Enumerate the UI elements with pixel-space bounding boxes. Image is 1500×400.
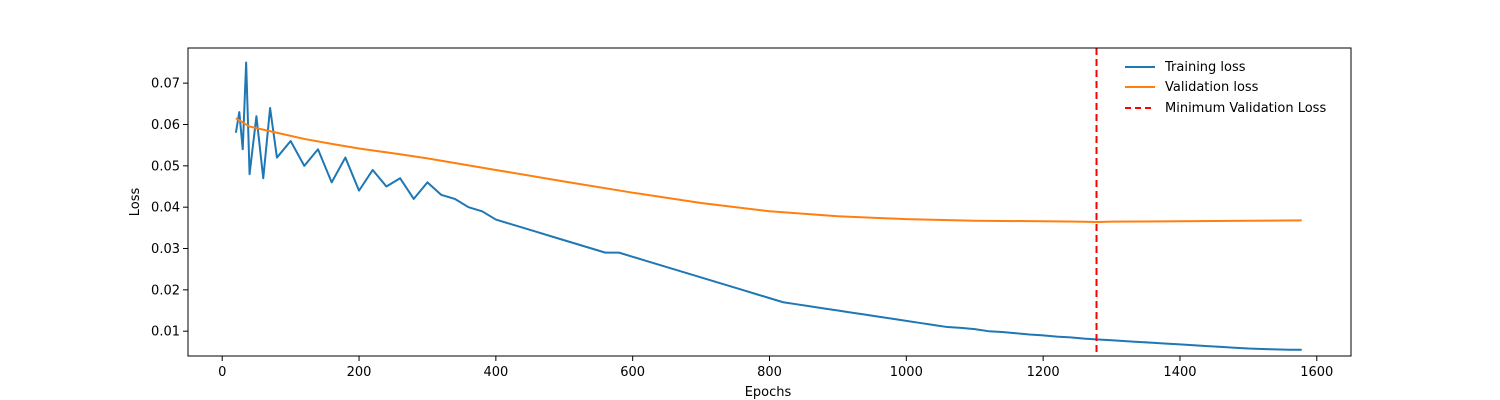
y-tick-label: 0.05 xyxy=(151,159,180,174)
x-tick-label: 400 xyxy=(483,365,508,380)
legend: Training loss Validation loss Minimum Va… xyxy=(1125,60,1326,116)
y-tick-label: 0.03 xyxy=(151,242,180,257)
x-tick-label: 1200 xyxy=(1027,365,1060,380)
x-tick-label: 800 xyxy=(757,365,782,380)
plot-frame xyxy=(187,47,1352,357)
y-axis-ticks: 0.01 0.02 0.03 0.04 0.05 0.06 0.07 xyxy=(151,77,188,340)
validation-loss-line xyxy=(235,117,1302,224)
training-loss-line xyxy=(234,61,1302,351)
x-axis-label: Epochs xyxy=(745,385,792,400)
plot-area xyxy=(234,48,1302,356)
x-tick-label: 1600 xyxy=(1300,365,1333,380)
legend-min-val-label: Minimum Validation Loss xyxy=(1165,101,1326,116)
x-tick-label: 1000 xyxy=(890,365,923,380)
x-tick-label: 200 xyxy=(347,365,372,380)
legend-training-label: Training loss xyxy=(1164,60,1246,75)
y-tick-label: 0.07 xyxy=(151,77,180,92)
legend-validation-label: Validation loss xyxy=(1165,80,1259,95)
y-tick-label: 0.02 xyxy=(151,283,180,298)
x-tick-label: 600 xyxy=(620,365,645,380)
y-tick-label: 0.04 xyxy=(151,201,180,216)
y-tick-label: 0.01 xyxy=(151,325,180,340)
y-tick-label: 0.06 xyxy=(151,118,180,133)
x-tick-label: 1400 xyxy=(1163,365,1196,380)
x-axis-ticks: 0 200 400 600 800 1000 1200 1400 1600 xyxy=(218,356,1333,380)
y-axis-label: Loss xyxy=(128,188,143,217)
x-tick-label: 0 xyxy=(218,365,226,380)
